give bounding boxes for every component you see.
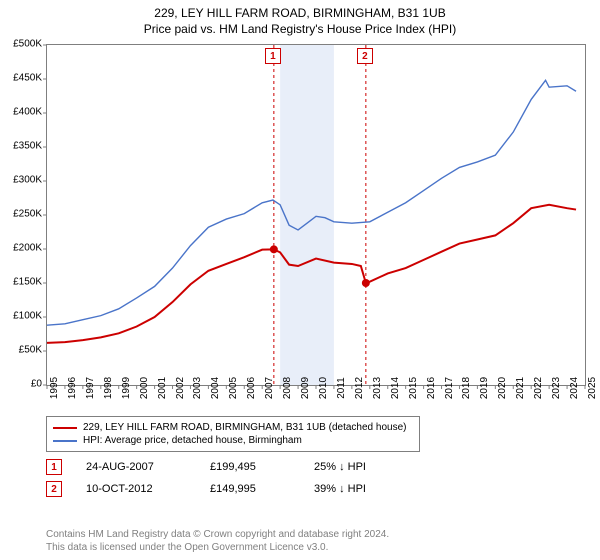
x-tick-label: 1996 [67, 377, 78, 399]
x-tick-label: 2009 [300, 377, 311, 399]
y-tick-label: £250K [13, 209, 42, 220]
event-delta: 39% ↓ HPI [314, 483, 366, 495]
chart-area: £0£50K£100K£150K£200K£250K£300K£350K£400… [46, 44, 584, 384]
event-marker-1: 1 [265, 48, 281, 64]
x-tick-label: 2014 [390, 377, 401, 399]
event-price: £149,995 [210, 483, 290, 495]
footer-line2: This data is licensed under the Open Gov… [46, 541, 389, 554]
footer-line1: Contains HM Land Registry data © Crown c… [46, 528, 389, 541]
x-tick-label: 2007 [264, 377, 275, 399]
x-tick-label: 2016 [426, 377, 437, 399]
y-tick-label: £150K [13, 277, 42, 288]
x-tick-label: 2011 [336, 377, 347, 399]
y-tick-label: £500K [13, 39, 42, 50]
y-tick-label: £0 [31, 379, 42, 390]
x-tick-label: 2008 [282, 377, 293, 399]
y-tick-label: £200K [13, 243, 42, 254]
title-line1: 229, LEY HILL FARM ROAD, BIRMINGHAM, B31… [0, 6, 600, 20]
footer: Contains HM Land Registry data © Crown c… [46, 528, 389, 554]
event-price: £199,495 [210, 461, 290, 473]
y-tick-label: £350K [13, 141, 42, 152]
x-tick-label: 1997 [85, 377, 96, 399]
x-tick-label: 2006 [246, 377, 257, 399]
x-tick-label: 2023 [551, 377, 562, 399]
y-tick-label: £50K [19, 345, 42, 356]
title-line2: Price paid vs. HM Land Registry's House … [0, 22, 600, 36]
x-tick-label: 2022 [533, 377, 544, 399]
y-tick-label: £450K [13, 73, 42, 84]
x-tick-label: 2013 [372, 377, 383, 399]
event-date: 10-OCT-2012 [86, 483, 186, 495]
x-tick-label: 2021 [515, 377, 526, 399]
y-tick-label: £300K [13, 175, 42, 186]
legend-row: 229, LEY HILL FARM ROAD, BIRMINGHAM, B31… [53, 421, 413, 434]
event-delta: 25% ↓ HPI [314, 461, 366, 473]
legend-label: 229, LEY HILL FARM ROAD, BIRMINGHAM, B31… [83, 422, 406, 433]
recession-band [280, 45, 334, 385]
x-tick-label: 2020 [497, 377, 508, 399]
legend-row: HPI: Average price, detached house, Birm… [53, 434, 413, 447]
event-marker-2: 2 [357, 48, 373, 64]
x-tick-label: 2002 [175, 377, 186, 399]
legend-label: HPI: Average price, detached house, Birm… [83, 435, 302, 446]
event-row-2: 2 10-OCT-2012 £149,995 39% ↓ HPI [46, 478, 366, 500]
event-rows: 1 24-AUG-2007 £199,495 25% ↓ HPI 2 10-OCT-201… [46, 456, 366, 500]
x-tick-label: 2004 [210, 377, 221, 399]
x-tick-label: 2019 [479, 377, 490, 399]
x-tick-label: 2012 [354, 377, 365, 399]
x-tick-label: 2005 [228, 377, 239, 399]
legend-swatch [53, 427, 77, 429]
x-tick-label: 2003 [192, 377, 203, 399]
event-date: 24-AUG-2007 [86, 461, 186, 473]
event-id-box: 2 [46, 481, 62, 497]
event-id-box: 1 [46, 459, 62, 475]
x-tick-label: 2015 [408, 377, 419, 399]
x-tick-label: 1999 [121, 377, 132, 399]
x-tick-label: 1998 [103, 377, 114, 399]
x-tick-label: 2010 [318, 377, 329, 399]
x-tick-label: 2024 [569, 377, 580, 399]
x-tick-label: 2025 [587, 377, 598, 399]
x-tick-label: 2001 [157, 377, 168, 399]
x-tick-label: 2017 [444, 377, 455, 399]
event-row-1: 1 24-AUG-2007 £199,495 25% ↓ HPI [46, 456, 366, 478]
y-tick-label: £400K [13, 107, 42, 118]
plot-svg [47, 45, 585, 385]
y-tick-label: £100K [13, 311, 42, 322]
x-tick-label: 2000 [139, 377, 150, 399]
x-tick-label: 2018 [461, 377, 472, 399]
plot-area [46, 44, 586, 386]
legend-swatch [53, 440, 77, 442]
legend: 229, LEY HILL FARM ROAD, BIRMINGHAM, B31… [46, 416, 420, 452]
x-tick-label: 1995 [49, 377, 60, 399]
